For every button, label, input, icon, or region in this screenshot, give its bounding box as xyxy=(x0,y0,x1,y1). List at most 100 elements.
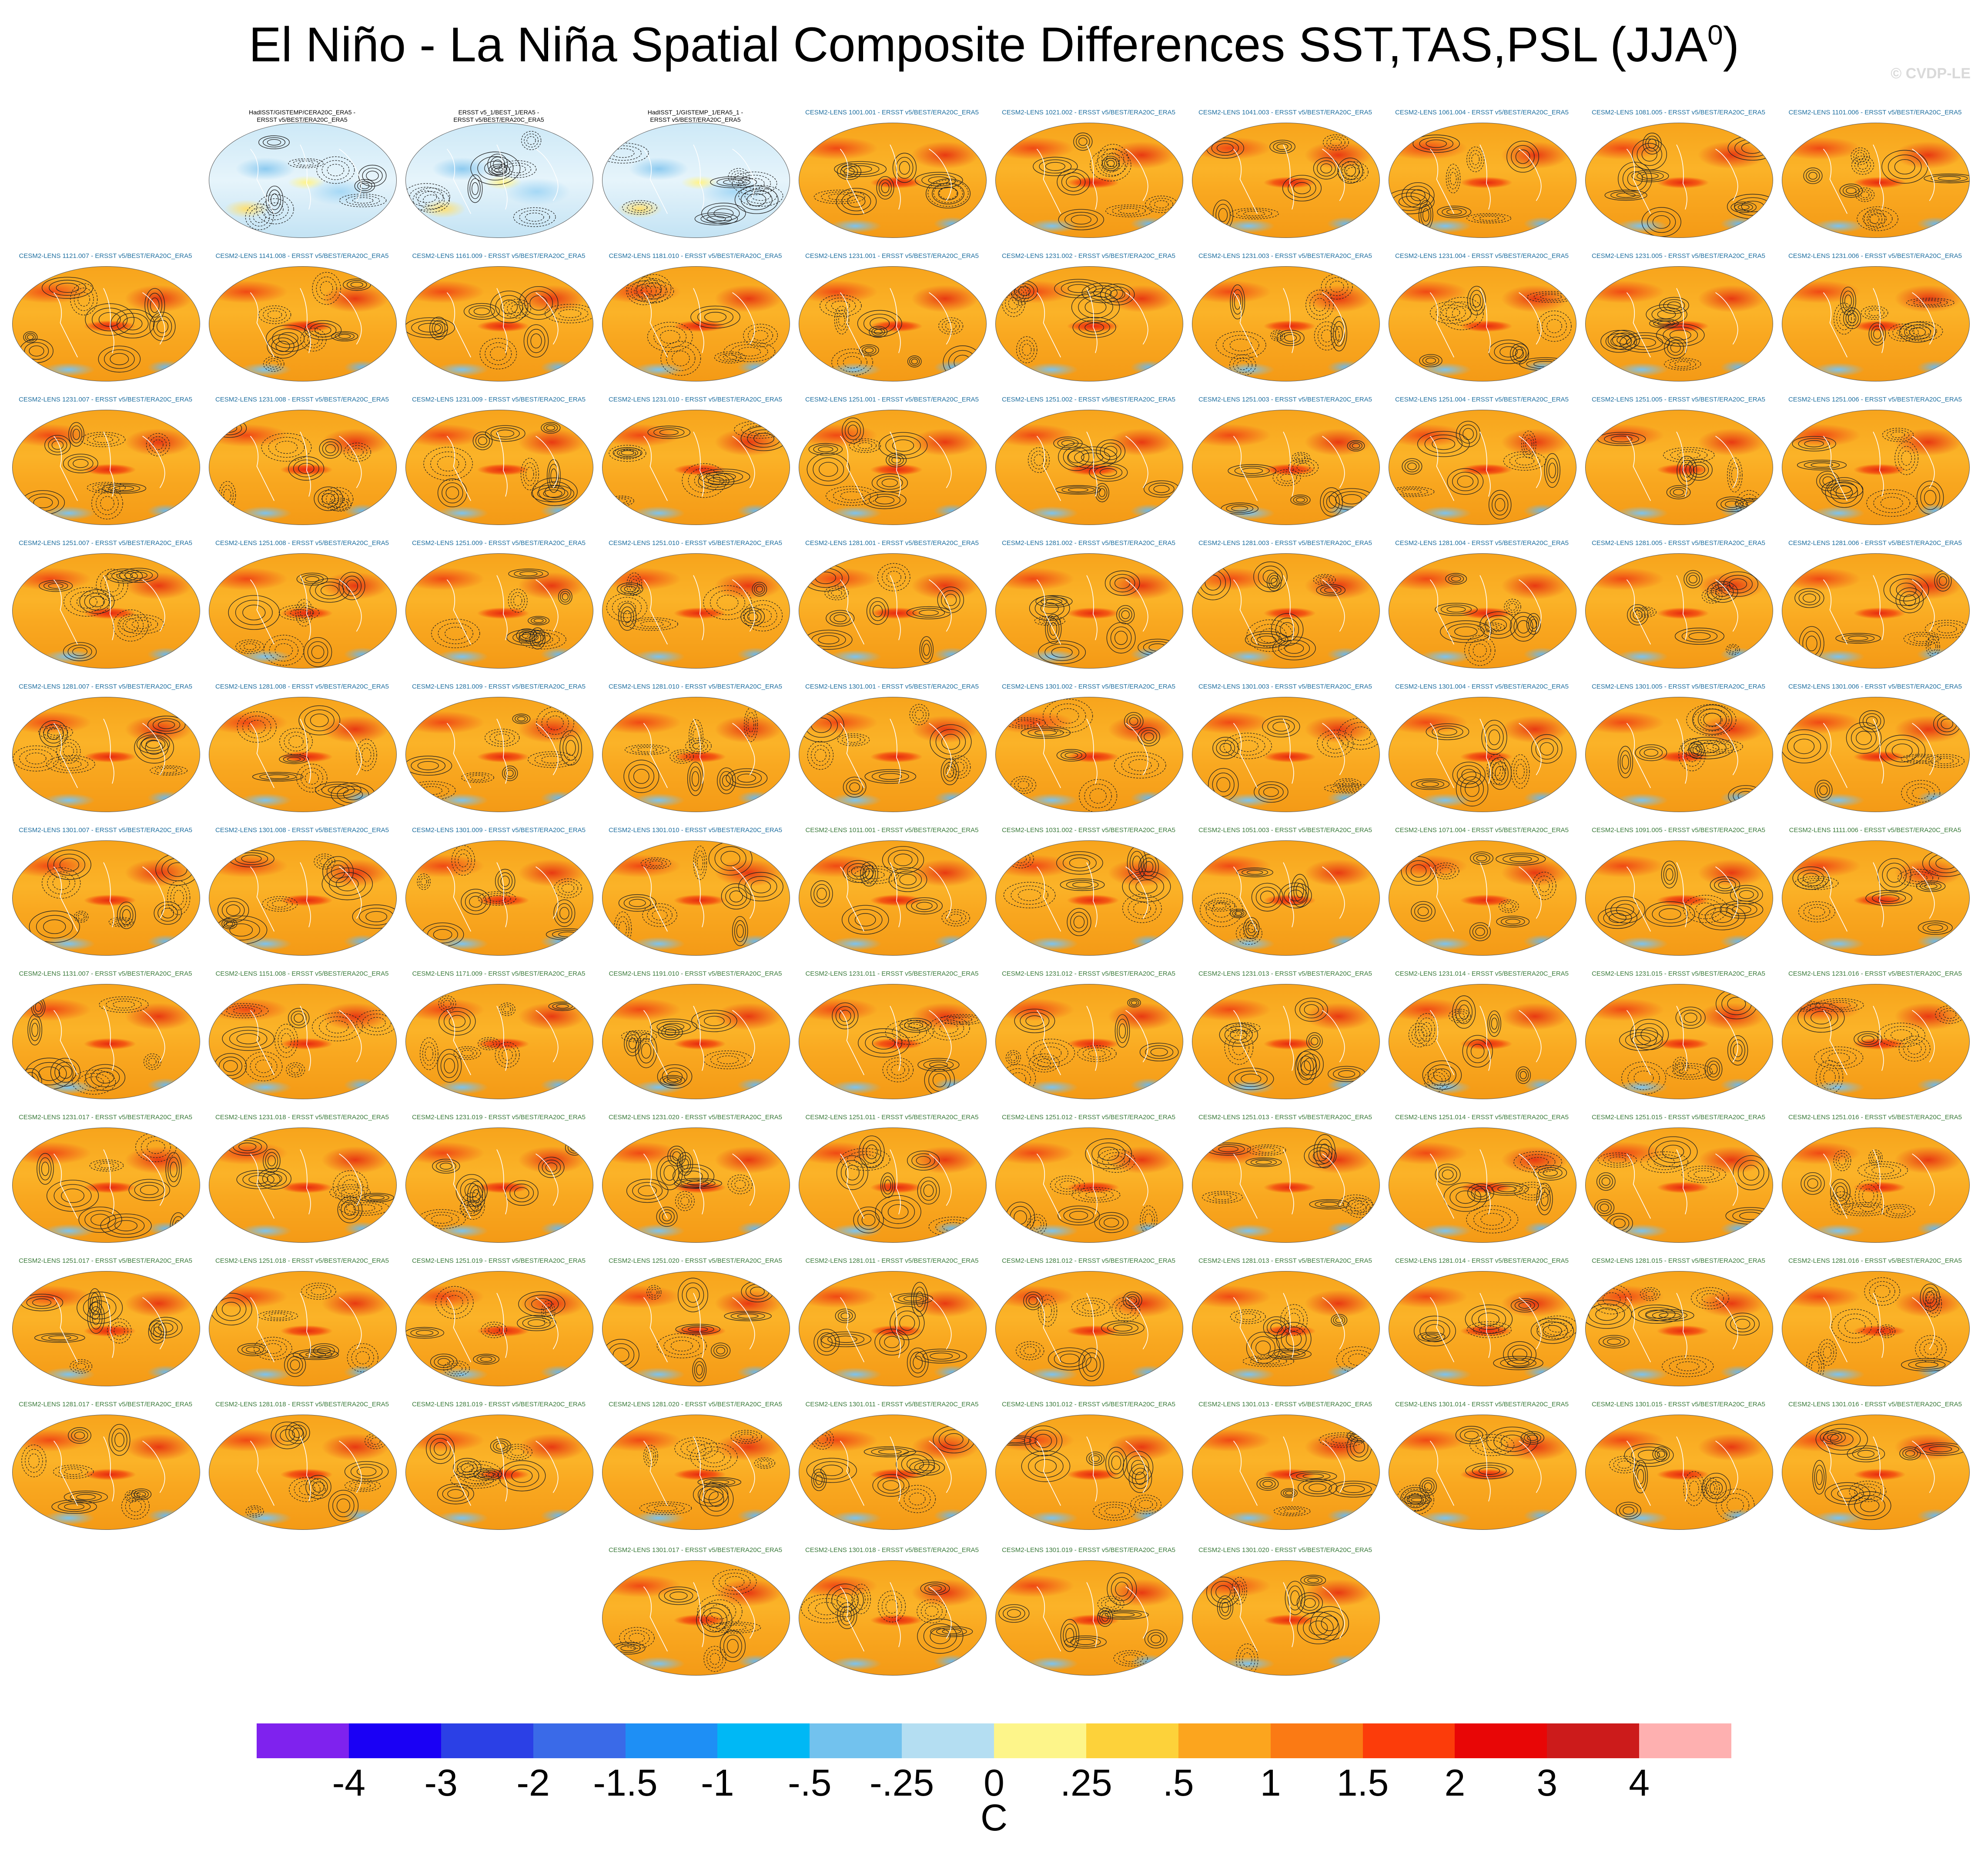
panel-label: CESM2-LENS 1251.009 - ERSST v5/BEST/ERA2… xyxy=(412,539,586,547)
global-map xyxy=(602,1415,790,1530)
panel-label: CESM2-LENS 1231.008 - ERSST v5/BEST/ERA2… xyxy=(215,396,389,403)
global-map xyxy=(209,410,397,525)
global-map xyxy=(602,266,790,381)
model-map-panel: CESM2-LENS 1301.014 - ERSST v5/BEST/ERA2… xyxy=(1385,1401,1579,1531)
model-map-panel: CESM2-LENS 1181.010 - ERSST v5/BEST/ERA2… xyxy=(599,252,792,383)
global-map xyxy=(1192,840,1380,956)
colorbar-box xyxy=(1270,1723,1363,1758)
panel-label: CESM2-LENS 1231.017 - ERSST v5/BEST/ERA2… xyxy=(18,1114,193,1121)
global-map xyxy=(1389,266,1576,381)
panel-label: CESM2-LENS 1071.004 - ERSST v5/BEST/ERA2… xyxy=(1395,826,1569,834)
model-map-panel: CESM2-LENS 1231.018 - ERSST v5/BEST/ERA2… xyxy=(205,1114,399,1244)
panel-label: CESM2-LENS 1281.017 - ERSST v5/BEST/ERA2… xyxy=(18,1401,193,1408)
panel-label: CESM2-LENS 1301.019 - ERSST v5/BEST/ERA2… xyxy=(1001,1546,1176,1554)
global-map xyxy=(1585,123,1773,238)
model-map-panel: CESM2-LENS 1231.001 - ERSST v5/BEST/ERA2… xyxy=(795,252,989,383)
model-map-panel: CESM2-LENS 1191.010 - ERSST v5/BEST/ERA2… xyxy=(599,970,792,1101)
panel-label: CESM2-LENS 1251.018 - ERSST v5/BEST/ERA2… xyxy=(215,1257,389,1265)
model-map-panel: CESM2-LENS 1301.013 - ERSST v5/BEST/ERA2… xyxy=(1188,1401,1382,1531)
model-map-panel: CESM2-LENS 1251.002 - ERSST v5/BEST/ERA2… xyxy=(992,396,1185,526)
model-map-panel: CESM2-LENS 1251.010 - ERSST v5/BEST/ERA2… xyxy=(599,539,792,670)
global-map xyxy=(1585,697,1773,812)
panel-label: CESM2-LENS 1231.020 - ERSST v5/BEST/ERA2… xyxy=(608,1114,783,1121)
global-map xyxy=(1782,553,1970,669)
model-map-panel: CESM2-LENS 1251.006 - ERSST v5/BEST/ERA2… xyxy=(1778,396,1972,526)
model-map-panel: CESM2-LENS 1301.008 - ERSST v5/BEST/ERA2… xyxy=(205,826,399,957)
panel-label: CESM2-LENS 1281.020 - ERSST v5/BEST/ERA2… xyxy=(608,1401,783,1408)
colorbar-box xyxy=(1178,1723,1271,1758)
colorbar-tick-label: -3 xyxy=(424,1762,458,1804)
colorbar-box xyxy=(348,1723,441,1758)
model-map-panel: CESM2-LENS 1301.018 - ERSST v5/BEST/ERA2… xyxy=(795,1546,989,1677)
panel-label: CESM2-LENS 1001.001 - ERSST v5/BEST/ERA2… xyxy=(805,109,979,116)
colorbar-tick-label: .25 xyxy=(1060,1762,1112,1804)
model-map-panel: CESM2-LENS 1251.003 - ERSST v5/BEST/ERA2… xyxy=(1188,396,1382,526)
model-map-panel: CESM2-LENS 1301.010 - ERSST v5/BEST/ERA2… xyxy=(599,826,792,957)
model-map-panel: CESM2-LENS 1251.018 - ERSST v5/BEST/ERA2… xyxy=(205,1257,399,1388)
global-map xyxy=(1192,697,1380,812)
global-map xyxy=(1389,984,1576,1099)
global-map xyxy=(12,697,200,812)
global-map xyxy=(1389,1127,1576,1243)
panel-label: CESM2-LENS 1281.001 - ERSST v5/BEST/ERA2… xyxy=(805,539,979,547)
panel-label: CESM2-LENS 1231.002 - ERSST v5/BEST/ERA2… xyxy=(1001,252,1176,260)
panel-label: CESM2-LENS 1111.006 - ERSST v5/BEST/ERA2… xyxy=(1789,826,1961,834)
panel-label: CESM2-LENS 1251.008 - ERSST v5/BEST/ERA2… xyxy=(215,539,389,547)
model-map-panel: CESM2-LENS 1231.016 - ERSST v5/BEST/ERA2… xyxy=(1778,970,1972,1101)
colorbar-box xyxy=(1547,1723,1640,1758)
panel-label: CESM2-LENS 1301.008 - ERSST v5/BEST/ERA2… xyxy=(215,826,389,834)
global-map xyxy=(995,123,1183,238)
panel-label: CESM2-LENS 1251.020 - ERSST v5/BEST/ERA2… xyxy=(608,1257,783,1265)
panel-label: CESM2-LENS 1251.014 - ERSST v5/BEST/ERA2… xyxy=(1395,1114,1569,1121)
panel-label: HadISST/GISTEMP/CERA20C_ERA5 - ERSST v5/… xyxy=(248,109,356,123)
panel-label: ERSST v5_1/BEST_1/ERA5 - ERSST v5/BEST/E… xyxy=(453,109,544,123)
global-map xyxy=(995,697,1183,812)
obs-map-panel: ERSST v5_1/BEST_1/ERA5 - ERSST v5/BEST/E… xyxy=(402,109,596,239)
model-map-panel: CESM2-LENS 1281.008 - ERSST v5/BEST/ERA2… xyxy=(205,683,399,813)
global-map xyxy=(12,984,200,1099)
global-map xyxy=(1192,123,1380,238)
model-map-panel: CESM2-LENS 1231.005 - ERSST v5/BEST/ERA2… xyxy=(1582,252,1775,383)
global-map xyxy=(12,1271,200,1386)
panel-label: CESM2-LENS 1231.005 - ERSST v5/BEST/ERA2… xyxy=(1591,252,1766,260)
model-map-panel: CESM2-LENS 1251.015 - ERSST v5/BEST/ERA2… xyxy=(1582,1114,1775,1244)
figure-title: El Niño - La Niña Spatial Composite Diff… xyxy=(0,17,1988,73)
panel-label: CESM2-LENS 1301.005 - ERSST v5/BEST/ERA2… xyxy=(1591,683,1766,690)
panel-label: CESM2-LENS 1251.013 - ERSST v5/BEST/ERA2… xyxy=(1198,1114,1372,1121)
panel-label: CESM2-LENS 1101.006 - ERSST v5/BEST/ERA2… xyxy=(1788,109,1962,116)
global-map xyxy=(209,984,397,1099)
global-map xyxy=(1192,553,1380,669)
global-map xyxy=(799,266,987,381)
model-map-panel: CESM2-LENS 1301.015 - ERSST v5/BEST/ERA2… xyxy=(1582,1401,1775,1531)
model-map-panel: CESM2-LENS 1301.012 - ERSST v5/BEST/ERA2… xyxy=(992,1401,1185,1531)
panel-label: CESM2-LENS 1281.014 - ERSST v5/BEST/ERA2… xyxy=(1395,1257,1569,1265)
panel-label: CESM2-LENS 1301.006 - ERSST v5/BEST/ERA2… xyxy=(1788,683,1962,690)
global-map xyxy=(1782,1415,1970,1530)
global-map xyxy=(209,1127,397,1243)
model-map-panel: CESM2-LENS 1141.008 - ERSST v5/BEST/ERA2… xyxy=(205,252,399,383)
global-map xyxy=(12,266,200,381)
global-map xyxy=(602,840,790,956)
global-map xyxy=(209,553,397,669)
panel-label: CESM2-LENS 1191.010 - ERSST v5/BEST/ERA2… xyxy=(609,970,782,977)
model-map-panel: CESM2-LENS 1281.013 - ERSST v5/BEST/ERA2… xyxy=(1188,1257,1382,1388)
global-map xyxy=(405,266,593,381)
model-map-panel: CESM2-LENS 1021.002 - ERSST v5/BEST/ERA2… xyxy=(992,109,1185,239)
model-map-panel: CESM2-LENS 1251.013 - ERSST v5/BEST/ERA2… xyxy=(1188,1114,1382,1244)
global-map xyxy=(1192,266,1380,381)
colorbar-box xyxy=(1639,1723,1731,1758)
panel-label: CESM2-LENS 1301.001 - ERSST v5/BEST/ERA2… xyxy=(805,683,979,690)
panel-label: CESM2-LENS 1251.010 - ERSST v5/BEST/ERA2… xyxy=(608,539,783,547)
panel-label: CESM2-LENS 1251.003 - ERSST v5/BEST/ERA2… xyxy=(1198,396,1372,403)
colorbar-box xyxy=(1362,1723,1455,1758)
global-map xyxy=(995,1127,1183,1243)
global-map xyxy=(12,410,200,525)
global-map xyxy=(1585,553,1773,669)
panel-label: CESM2-LENS 1251.011 - ERSST v5/BEST/ERA2… xyxy=(805,1114,979,1121)
global-map xyxy=(12,1127,200,1243)
global-map xyxy=(602,697,790,812)
colorbar-tick-label: -.25 xyxy=(870,1762,934,1804)
panel-label: CESM2-LENS 1231.013 - ERSST v5/BEST/ERA2… xyxy=(1198,970,1372,977)
global-map xyxy=(995,266,1183,381)
global-map xyxy=(12,1415,200,1530)
